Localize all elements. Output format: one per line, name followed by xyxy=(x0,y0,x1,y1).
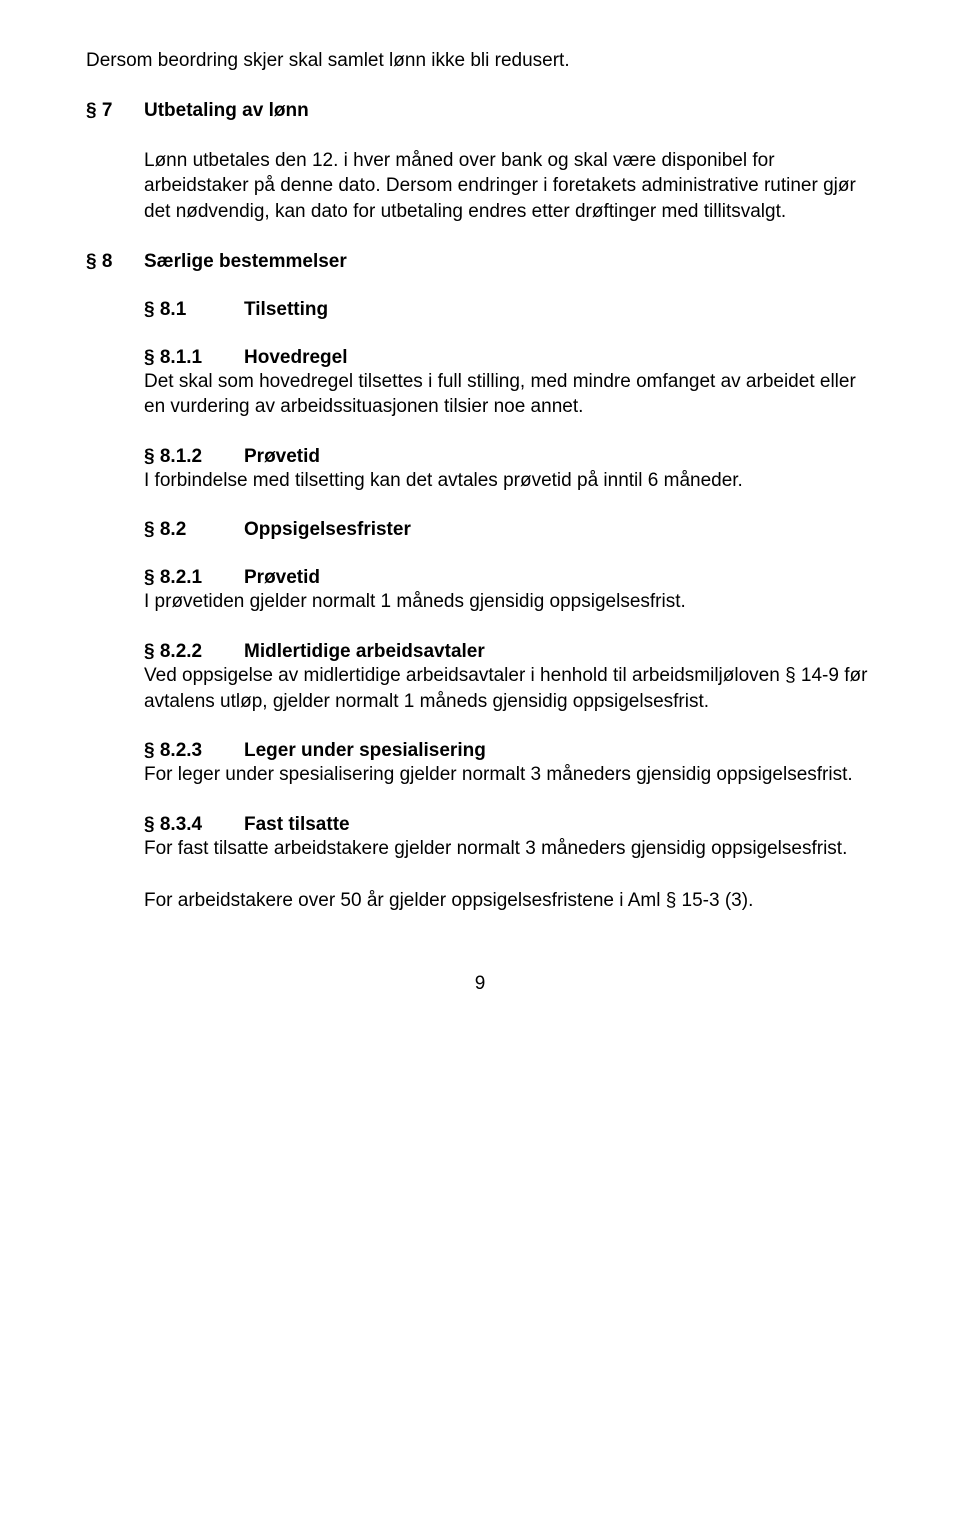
section-8-2-2-number: § 8.2.2 xyxy=(144,641,244,663)
section-8-2-3-title: Leger under spesialisering xyxy=(244,740,486,762)
section-8-1-2: § 8.1.2 Prøvetid I forbindelse med tilse… xyxy=(144,446,874,494)
page-number: 9 xyxy=(86,973,874,995)
section-8-number: § 8 xyxy=(86,251,144,273)
closing-paragraph: For arbeidstakere over 50 år gjelder opp… xyxy=(144,888,874,914)
section-8-2-1: § 8.2.1 Prøvetid I prøvetiden gjelder no… xyxy=(144,567,874,615)
section-8-3-4-title: Fast tilsatte xyxy=(244,814,350,836)
section-8-1-2-body: I forbindelse med tilsetting kan det avt… xyxy=(144,468,874,494)
intro-paragraph: Dersom beordring skjer skal samlet lønn … xyxy=(86,48,874,74)
section-7-title: Utbetaling av lønn xyxy=(144,100,309,122)
section-8-1-2-number: § 8.1.2 xyxy=(144,446,244,468)
section-8-2-2: § 8.2.2 Midlertidige arbeidsavtaler Ved … xyxy=(144,641,874,714)
section-8-heading: § 8 Særlige bestemmelser xyxy=(86,251,874,273)
section-8-1-1-title: Hovedregel xyxy=(244,347,347,369)
section-8-2-3: § 8.2.3 Leger under spesialisering For l… xyxy=(144,740,874,788)
section-8-2-title: Oppsigelsesfrister xyxy=(244,519,411,541)
section-8-1: § 8.1 Tilsetting xyxy=(144,299,874,321)
section-7-body: Lønn utbetales den 12. i hver måned over… xyxy=(144,148,874,225)
section-8-2-2-body: Ved oppsigelse av midlertidige arbeidsav… xyxy=(144,663,874,714)
section-7-number: § 7 xyxy=(86,100,144,122)
section-8-1-number: § 8.1 xyxy=(144,299,244,321)
section-8-2-3-number: § 8.2.3 xyxy=(144,740,244,762)
section-8-1-1-number: § 8.1.1 xyxy=(144,347,244,369)
section-8-1-1: § 8.1.1 Hovedregel Det skal som hovedreg… xyxy=(144,347,874,420)
section-8-2-1-body: I prøvetiden gjelder normalt 1 måneds gj… xyxy=(144,589,874,615)
section-8-2-1-number: § 8.2.1 xyxy=(144,567,244,589)
section-8-2-number: § 8.2 xyxy=(144,519,244,541)
section-8-title: Særlige bestemmelser xyxy=(144,251,347,273)
section-8-2-3-body: For leger under spesialisering gjelder n… xyxy=(144,762,874,788)
section-8-1-2-title: Prøvetid xyxy=(244,446,320,468)
section-8-2-2-title: Midlertidige arbeidsavtaler xyxy=(244,641,485,663)
section-8-3-4-body: For fast tilsatte arbeidstakere gjelder … xyxy=(144,836,874,862)
section-7-heading: § 7 Utbetaling av lønn xyxy=(86,100,874,122)
document-page: Dersom beordring skjer skal samlet lønn … xyxy=(0,0,960,1043)
section-8-2: § 8.2 Oppsigelsesfrister xyxy=(144,519,874,541)
section-8-1-title: Tilsetting xyxy=(244,299,328,321)
section-8-3-4-number: § 8.3.4 xyxy=(144,814,244,836)
section-8-1-1-body: Det skal som hovedregel tilsettes i full… xyxy=(144,369,874,420)
section-8-2-1-title: Prøvetid xyxy=(244,567,320,589)
section-8-3-4: § 8.3.4 Fast tilsatte For fast tilsatte … xyxy=(144,814,874,862)
